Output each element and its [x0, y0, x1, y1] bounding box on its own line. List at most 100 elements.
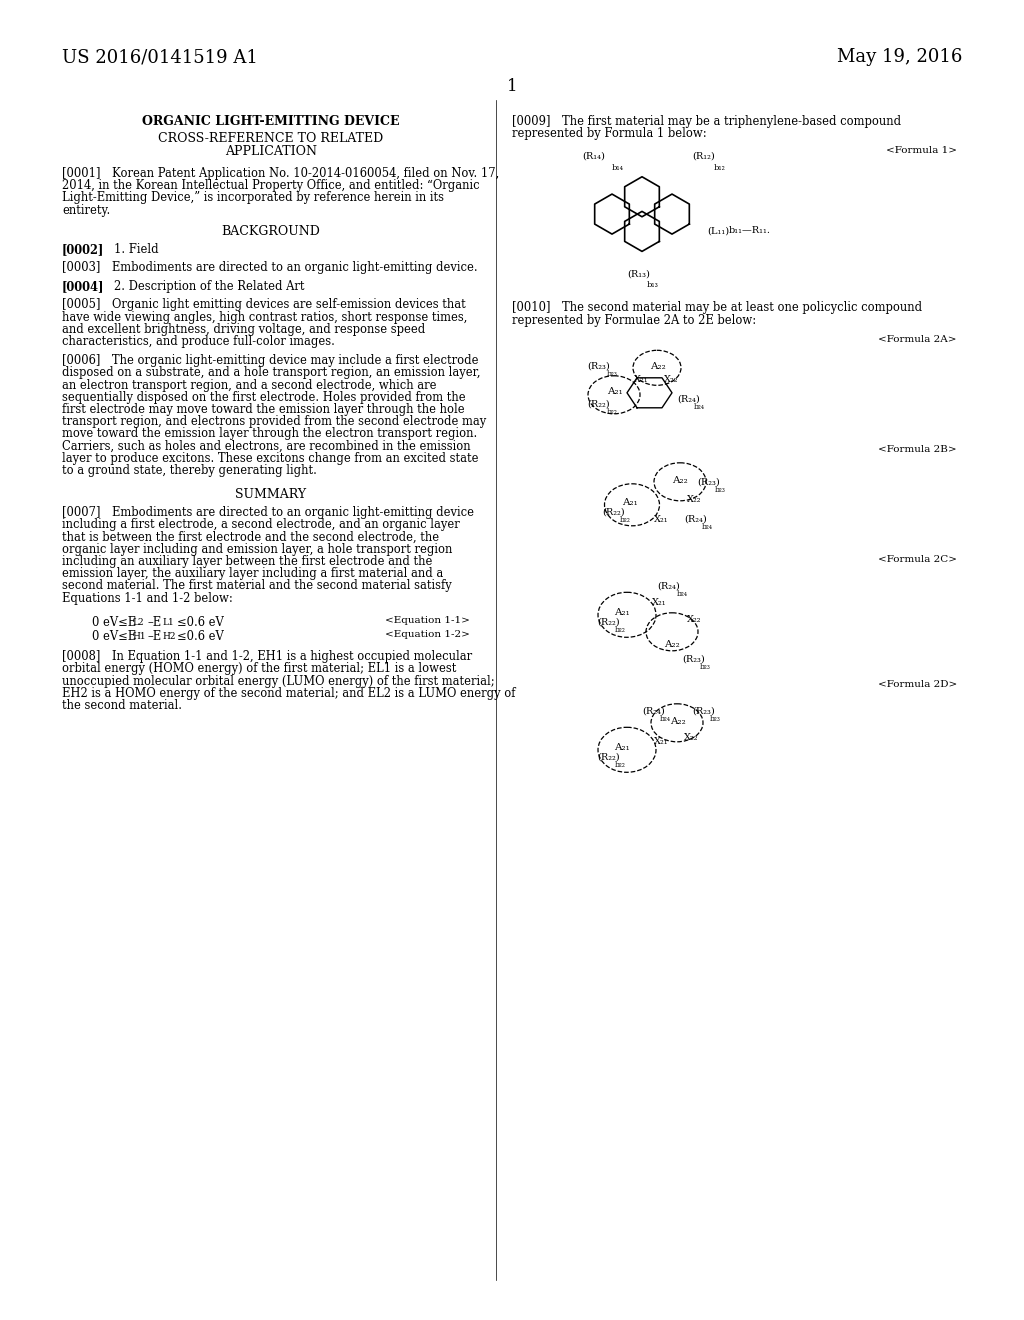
Text: (R₂₃): (R₂₃) [587, 362, 609, 371]
Text: b₂₃: b₂₃ [715, 486, 726, 494]
Text: unoccupied molecular orbital energy (LUMO energy) of the first material;: unoccupied molecular orbital energy (LUM… [62, 675, 495, 688]
Text: A₂₂: A₂₂ [670, 717, 686, 726]
Text: b₂₄: b₂₄ [677, 590, 688, 598]
Text: A₂₁: A₂₁ [607, 387, 623, 396]
Text: 2014, in the Korean Intellectual Property Office, and entitled: “Organic: 2014, in the Korean Intellectual Propert… [62, 180, 479, 193]
Text: (R₂₃): (R₂₃) [697, 478, 720, 487]
Text: X₂₂: X₂₂ [684, 733, 698, 742]
Text: transport region, and electrons provided from the second electrode may: transport region, and electrons provided… [62, 416, 486, 428]
Text: L2: L2 [132, 618, 143, 627]
Text: represented by Formulae 2A to 2E below:: represented by Formulae 2A to 2E below: [512, 314, 756, 326]
Text: b₂₄: b₂₄ [702, 523, 713, 531]
Text: 0 eV≤E: 0 eV≤E [92, 616, 136, 628]
Text: including a first electrode, a second electrode, and an organic layer: including a first electrode, a second el… [62, 519, 460, 532]
Text: b₂₂: b₂₂ [607, 408, 617, 416]
Text: first electrode may move toward the emission layer through the hole: first electrode may move toward the emis… [62, 403, 465, 416]
Text: have wide viewing angles, high contrast ratios, short response times,: have wide viewing angles, high contrast … [62, 310, 467, 323]
Text: [0001] Korean Patent Application No. 10-2014-0160054, filed on Nov. 17,: [0001] Korean Patent Application No. 10-… [62, 168, 500, 180]
Text: (R₂₂): (R₂₂) [597, 618, 620, 627]
Text: (L₁₁): (L₁₁) [707, 227, 729, 235]
Text: H2: H2 [162, 632, 175, 642]
Text: including an auxiliary layer between the first electrode and the: including an auxiliary layer between the… [62, 554, 432, 568]
Text: to a ground state, thereby generating light.: to a ground state, thereby generating li… [62, 465, 316, 477]
Text: (R₂₂): (R₂₂) [602, 508, 625, 517]
Text: X₂₁: X₂₁ [652, 598, 667, 607]
Text: APPLICATION: APPLICATION [225, 145, 317, 158]
Text: orbital energy (HOMO energy) of the first material; EL1 is a lowest: orbital energy (HOMO energy) of the firs… [62, 663, 457, 676]
Text: layer to produce excitons. These excitons change from an excited state: layer to produce excitons. These exciton… [62, 451, 478, 465]
Text: <Formula 1>: <Formula 1> [886, 147, 957, 156]
Text: (R₁₂): (R₁₂) [692, 152, 715, 161]
Text: 2. Description of the Related Art: 2. Description of the Related Art [114, 280, 304, 293]
Text: entirety.: entirety. [62, 203, 111, 216]
Text: b₂₄: b₂₄ [660, 715, 671, 723]
Text: A₂₁: A₂₁ [614, 607, 630, 616]
Text: emission layer, the auxiliary layer including a first material and a: emission layer, the auxiliary layer incl… [62, 568, 443, 581]
Text: disposed on a substrate, and a hole transport region, an emission layer,: disposed on a substrate, and a hole tran… [62, 367, 480, 379]
Text: [0005] Organic light emitting devices are self-emission devices that: [0005] Organic light emitting devices ar… [62, 298, 466, 312]
Text: and excellent brightness, driving voltage, and response speed: and excellent brightness, driving voltag… [62, 323, 425, 335]
Text: (R₂₄): (R₂₄) [677, 395, 699, 404]
Text: [0008] In Equation 1-1 and 1-2, EH1 is a highest occupied molecular: [0008] In Equation 1-1 and 1-2, EH1 is a… [62, 651, 472, 663]
Text: (R₂₄): (R₂₄) [642, 706, 665, 715]
Text: b₂₂: b₂₂ [615, 626, 626, 634]
Text: <Formula 2A>: <Formula 2A> [879, 335, 957, 343]
Text: A₂₂: A₂₂ [650, 362, 666, 371]
Text: X₂₁: X₂₁ [654, 515, 669, 524]
Text: May 19, 2016: May 19, 2016 [837, 48, 962, 66]
Text: <Equation 1-2>: <Equation 1-2> [385, 630, 470, 639]
Text: CROSS-REFERENCE TO RELATED: CROSS-REFERENCE TO RELATED [159, 132, 384, 145]
Text: BACKGROUND: BACKGROUND [221, 224, 321, 238]
Text: that is between the first electrode and the second electrode, the: that is between the first electrode and … [62, 531, 439, 544]
Text: <Formula 2C>: <Formula 2C> [878, 554, 957, 564]
Text: (R₂₂): (R₂₂) [587, 400, 609, 409]
Text: [0006] The organic light-emitting device may include a first electrode: [0006] The organic light-emitting device… [62, 354, 478, 367]
Text: (R₂₄): (R₂₄) [657, 582, 680, 591]
Text: [0009] The first material may be a triphenylene-based compound: [0009] The first material may be a triph… [512, 115, 901, 128]
Text: organic layer including and emission layer, a hole transport region: organic layer including and emission lay… [62, 543, 453, 556]
Text: X₂₂: X₂₂ [664, 375, 679, 384]
Text: ORGANIC LIGHT-EMITTING DEVICE: ORGANIC LIGHT-EMITTING DEVICE [142, 115, 399, 128]
Text: Equations 1-1 and 1-2 below:: Equations 1-1 and 1-2 below: [62, 591, 232, 605]
Text: H1: H1 [132, 632, 145, 642]
Text: b₂₂: b₂₂ [620, 516, 631, 524]
Text: A₂₁: A₂₁ [622, 498, 638, 507]
Text: b₁₃: b₁₃ [647, 281, 658, 289]
Text: L1: L1 [162, 618, 174, 627]
Text: b₁₁—R₁₁.: b₁₁—R₁₁. [729, 227, 771, 235]
Text: X₂₂: X₂₂ [687, 615, 701, 624]
Text: b₁₄: b₁₄ [612, 165, 624, 173]
Text: [0007] Embodiments are directed to an organic light-emitting device: [0007] Embodiments are directed to an or… [62, 506, 474, 519]
Text: [0003] Embodiments are directed to an organic light-emitting device.: [0003] Embodiments are directed to an or… [62, 261, 477, 275]
Text: [0004]: [0004] [62, 280, 104, 293]
Text: (R₂₃): (R₂₃) [692, 706, 715, 715]
Text: ≤0.6 eV: ≤0.6 eV [177, 616, 224, 628]
Text: represented by Formula 1 below:: represented by Formula 1 below: [512, 127, 707, 140]
Text: second material. The first material and the second material satisfy: second material. The first material and … [62, 579, 452, 593]
Text: b₂₄: b₂₄ [694, 403, 705, 411]
Text: (R₂₂): (R₂₂) [597, 752, 620, 762]
Text: b₂₃: b₂₃ [607, 370, 617, 378]
Text: [0002]: [0002] [62, 243, 104, 256]
Text: move toward the emission layer through the electron transport region.: move toward the emission layer through t… [62, 428, 477, 441]
Text: b₂₃: b₂₃ [710, 715, 721, 723]
Text: –E: –E [148, 616, 162, 628]
Text: b₂₃: b₂₃ [700, 663, 711, 671]
Text: (R₂₃): (R₂₃) [682, 655, 705, 664]
Text: –E: –E [148, 630, 162, 643]
Text: X₂₂: X₂₂ [687, 495, 701, 504]
Text: 1. Field: 1. Field [114, 243, 159, 256]
Text: 1: 1 [507, 78, 517, 95]
Text: SUMMARY: SUMMARY [236, 488, 306, 502]
Text: ≤0.6 eV: ≤0.6 eV [177, 630, 224, 643]
Text: Light-Emitting Device,” is incorporated by reference herein in its: Light-Emitting Device,” is incorporated … [62, 191, 444, 205]
Text: (R₁₄): (R₁₄) [582, 152, 605, 161]
Text: the second material.: the second material. [62, 700, 182, 711]
Text: b₂₂: b₂₂ [615, 760, 626, 768]
Text: A₂₂: A₂₂ [664, 640, 680, 649]
Text: an electron transport region, and a second electrode, which are: an electron transport region, and a seco… [62, 379, 436, 392]
Text: EH2 is a HOMO energy of the second material; and EL2 is a LUMO energy of: EH2 is a HOMO energy of the second mater… [62, 686, 515, 700]
Text: A₂₂: A₂₂ [672, 475, 688, 484]
Text: X₂₁: X₂₁ [634, 375, 648, 384]
Text: A₂₁: A₂₁ [614, 743, 630, 752]
